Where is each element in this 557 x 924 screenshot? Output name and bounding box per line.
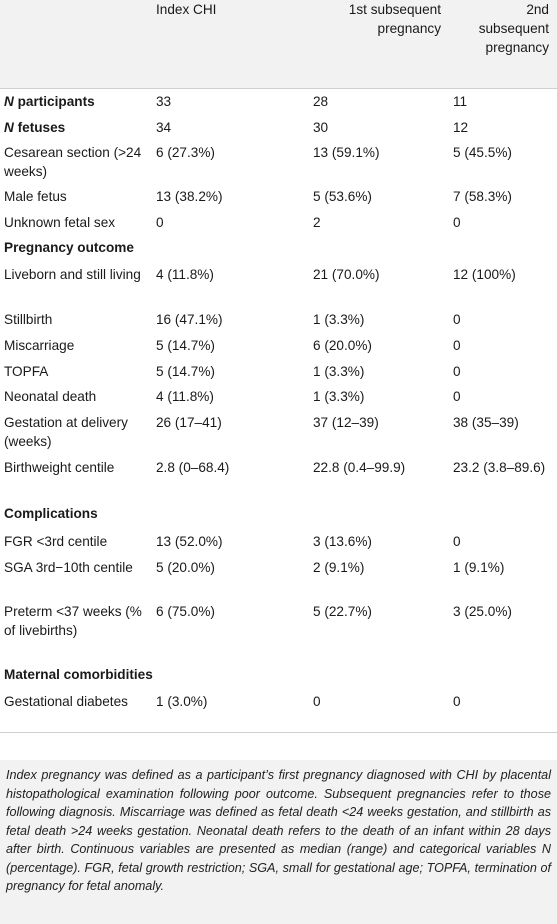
table-footnote: Index pregnancy was defined as a partici… [0, 760, 557, 924]
cell-value: 0 [453, 311, 461, 327]
cell-value: 0 [453, 388, 461, 404]
cell-value: 0 [453, 214, 461, 230]
cell-value: 28 [313, 94, 329, 109]
cell-value: 11 [453, 94, 468, 109]
cell-value: 33 [156, 94, 172, 109]
cell-value: 30 [313, 119, 329, 135]
cell-value: 4 (11.8%) [156, 388, 214, 404]
section-row: Complications [0, 501, 557, 529]
row-label-text: participants [13, 94, 95, 109]
section-row: Maternal comorbidities [0, 662, 557, 689]
cell-value: 6 (75.0%) [156, 603, 215, 619]
table-row: SGA 3rd−10th centile 5 (20.0%) 2 (9.1%) 1 (… [0, 555, 557, 599]
cell-value: 13 (59.1%) [313, 144, 380, 160]
row-label: Miscarriage [4, 337, 75, 353]
table-row: Birthweight centile 2.8 (0–68.4) 22.8 (0.4… [0, 455, 557, 501]
row-label-italic: N [4, 94, 14, 109]
cell-value: 1 (9.1%) [453, 559, 505, 575]
row-label: FGR <3rd centile [4, 533, 108, 549]
table-row: N fetuses 34 30 12 [0, 115, 557, 140]
cell-value: 4 (11.8%) [156, 266, 214, 282]
table-row: Liveborn and still living 4 (11.8%) 21 (70… [0, 262, 557, 307]
cell-value: 0 [309, 688, 449, 733]
table-row: N participants 33 28 11 [0, 89, 557, 115]
table-row: Unknown fetal sex 0 2 0 [0, 210, 557, 235]
row-label: Male fetus [4, 188, 67, 204]
cell-value: 37 (12–39) [313, 414, 379, 430]
row-label: Cesarean section (>24 weeks) [4, 144, 142, 179]
results-table: Index CHI 1st subsequent pregnancy 2nd s… [0, 0, 557, 733]
table-row: Neonatal death 4 (11.8%) 1 (3.3%) 0 [0, 384, 557, 410]
table-row: Preterm <37 weeks (% of livebirths) 6 (75… [0, 599, 557, 662]
section-row: Pregnancy outcome [0, 235, 557, 262]
cell-value: 7 (58.3%) [453, 188, 512, 204]
cell-value: 1 (3.3%) [313, 388, 365, 404]
cell-value: 3 (25.0%) [453, 603, 512, 619]
row-label: N participants [0, 89, 152, 115]
table-header: Index CHI 1st subsequent pregnancy 2nd s… [0, 0, 557, 89]
cell-value: 5 (22.7%) [313, 603, 372, 619]
cell-value: 5 (45.5%) [453, 144, 512, 160]
header-first-subsequent: 1st subsequent pregnancy [309, 0, 449, 89]
row-label: Birthweight centile [4, 459, 115, 475]
table-row: Cesarean section (>24 weeks) 6 (27.3%) 13 … [0, 140, 557, 184]
header-index-chi: Index CHI [152, 0, 309, 89]
cell-value: 22.8 (0.4–99.9) [313, 459, 406, 475]
cell-value: 38 (35–39) [453, 414, 519, 430]
cell-value: 21 (70.0%) [313, 266, 380, 282]
cell-value: 12 [453, 119, 469, 135]
row-label: Gestational diabetes [0, 688, 152, 733]
cell-value: 2 (9.1%) [313, 559, 365, 575]
table-row: Gestational diabetes 1 (3.0%) 0 0 [0, 688, 557, 733]
row-label: Unknown fetal sex [4, 214, 116, 230]
cell-value: 0 [449, 688, 557, 733]
cell-value: 6 (27.3%) [156, 144, 215, 160]
cell-value: 0 [453, 533, 461, 549]
cell-value: 5 (14.7%) [156, 363, 215, 379]
row-label: Stillbirth [4, 311, 53, 327]
cell-value: 2 [313, 214, 321, 230]
cell-value: 5 (20.0%) [156, 559, 215, 575]
table-row: FGR <3rd centile 13 (52.0%) 3 (13.6%) 0 [0, 529, 557, 555]
cell-value: 1 (3.0%) [152, 688, 309, 733]
table-body: N participants 33 28 11 N fetuses 34 30 12 Cesar… [0, 89, 557, 733]
cell-value: 26 (17–41) [156, 414, 222, 430]
cell-value: 12 (100%) [453, 266, 516, 282]
table-row: Male fetus 13 (38.2%) 5 (53.6%) 7 (58.3%) [0, 184, 557, 210]
table-row: Miscarriage 5 (14.7%) 6 (20.0%) 0 [0, 333, 557, 359]
cell-value: 2.8 (0–68.4) [156, 459, 230, 475]
row-label: Gestation at delivery (weeks) [4, 414, 128, 449]
cell-value: 1 (3.3%) [313, 311, 365, 327]
section-label: Complications [4, 505, 98, 521]
section-label: Maternal comorbidities [4, 666, 153, 682]
cell-value: 6 (20.0%) [313, 337, 372, 353]
table-row: TOPFA 5 (14.7%) 1 (3.3%) 0 [0, 359, 557, 384]
cell-value: 34 [156, 119, 172, 135]
cell-value: 16 (47.1%) [156, 311, 223, 327]
cell-value: 23.2 (3.8–89.6) [453, 459, 546, 475]
row-label: SGA 3rd−10th centile [4, 559, 133, 575]
table-row: Gestation at delivery (weeks) 26 (17–41) 3… [0, 410, 557, 455]
cell-value: 0 [156, 214, 164, 230]
row-label: Liveborn and still living [4, 266, 141, 282]
row-label: Neonatal death [4, 388, 97, 404]
cell-value: 5 (53.6%) [313, 188, 372, 204]
cell-value: 13 (38.2%) [156, 188, 223, 204]
row-label-italic: N [4, 119, 14, 135]
header-second-subsequent: 2nd subsequent pregnancy [449, 0, 557, 89]
cell-value: 3 (13.6%) [313, 533, 372, 549]
header-blank [0, 0, 152, 89]
cell-value: 5 (14.7%) [156, 337, 215, 353]
section-label: Pregnancy outcome [4, 239, 134, 255]
row-label: Preterm <37 weeks (% of livebirths) [4, 603, 142, 638]
row-label-text: fetuses [13, 119, 66, 135]
cell-value: 0 [453, 363, 461, 379]
row-label: N fetuses [0, 115, 152, 140]
row-label: TOPFA [4, 363, 49, 379]
table-row: Stillbirth 16 (47.1%) 1 (3.3%) 0 [0, 307, 557, 333]
cell-value: 1 (3.3%) [313, 363, 365, 379]
cell-value: 0 [453, 337, 461, 353]
cell-value: 13 (52.0%) [156, 533, 223, 549]
